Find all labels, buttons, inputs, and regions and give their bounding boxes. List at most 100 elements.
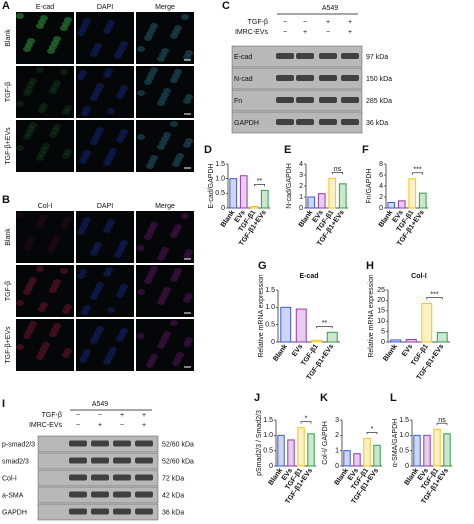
protein-label: GAPDH xyxy=(2,509,27,516)
cell xyxy=(90,95,98,101)
cell xyxy=(62,153,70,159)
cell xyxy=(38,306,46,312)
y-tick-label: 0 xyxy=(335,463,339,470)
y-axis-label: N-cad/GAPDH xyxy=(286,163,293,209)
row-label: TGF-β+EVs xyxy=(5,127,12,165)
cell xyxy=(38,218,46,224)
cell xyxy=(103,227,111,233)
cell xyxy=(62,352,70,358)
protein-label: smad2/3 xyxy=(2,458,29,465)
bar xyxy=(436,332,448,343)
cell xyxy=(64,105,72,111)
condition-sign: − xyxy=(98,412,102,419)
row-label: TGF-β+EVs xyxy=(5,326,12,364)
band xyxy=(296,75,314,81)
cell xyxy=(90,51,98,57)
y-tick-label: 5 xyxy=(381,328,385,335)
band-size: 285 kDa xyxy=(366,98,392,105)
y-tick-label: 2 xyxy=(299,183,303,190)
column-header: DAPI xyxy=(97,203,113,210)
band xyxy=(69,508,87,515)
cell xyxy=(60,268,68,274)
cell xyxy=(49,331,57,337)
cell xyxy=(40,214,48,220)
significance-label: ns xyxy=(334,166,342,173)
y-axis-label: Col-I/ GAPDH xyxy=(322,421,329,465)
band xyxy=(91,474,109,481)
bar xyxy=(338,183,347,209)
band xyxy=(135,508,153,515)
bar xyxy=(260,189,269,209)
panel-label: F xyxy=(362,144,369,156)
band xyxy=(296,119,314,125)
condition-sign: + xyxy=(303,29,307,36)
band xyxy=(69,491,87,498)
condition-sign: − xyxy=(120,422,124,429)
bar xyxy=(250,206,259,209)
cell xyxy=(51,128,59,134)
band xyxy=(341,97,359,103)
bar xyxy=(397,200,406,209)
panel-label: A xyxy=(2,0,10,12)
condition-label: TGF-β xyxy=(42,412,62,419)
y-tick-label: 20 xyxy=(377,297,385,304)
cell xyxy=(23,289,31,295)
band xyxy=(113,474,131,481)
bar xyxy=(390,339,402,343)
cell xyxy=(77,74,85,80)
y-axis-label: α-SMA/GAPDH xyxy=(392,419,399,467)
cell xyxy=(157,100,165,106)
cell xyxy=(137,134,145,140)
condition-sign: − xyxy=(283,29,287,36)
cell xyxy=(137,245,145,251)
cell xyxy=(157,144,165,150)
cell xyxy=(103,359,111,365)
panel-label: K xyxy=(320,392,328,404)
cell xyxy=(157,343,165,349)
cell-line: A549 xyxy=(92,401,108,408)
cell xyxy=(90,139,98,145)
cell xyxy=(144,35,152,41)
cell xyxy=(77,273,85,279)
column-header: E-cad xyxy=(36,4,54,11)
bar xyxy=(408,178,417,209)
y-axis-label: E-cad/GAPDH xyxy=(208,163,215,208)
panel-label: I xyxy=(2,398,5,410)
panel-label: B xyxy=(2,194,10,206)
x-tick-label: EVs xyxy=(291,343,304,358)
cell xyxy=(107,307,115,313)
cell xyxy=(25,241,33,247)
cell xyxy=(49,243,57,249)
band xyxy=(135,457,153,464)
cell xyxy=(137,333,145,339)
cell xyxy=(103,160,111,166)
cell xyxy=(77,229,85,235)
column-header: Merge xyxy=(155,203,175,210)
band xyxy=(341,119,359,125)
bar xyxy=(405,339,417,343)
cell xyxy=(157,299,165,305)
cell xyxy=(103,28,111,34)
column-header: Merge xyxy=(155,4,175,11)
cell xyxy=(53,80,61,86)
cell xyxy=(62,220,70,226)
y-tick-label: 1.0 xyxy=(263,432,273,439)
cell xyxy=(62,308,70,314)
protein-label: N-cad xyxy=(234,76,253,83)
chart-title: E-cad xyxy=(299,273,318,280)
bar xyxy=(239,175,248,209)
y-tick-label: 0.5 xyxy=(399,448,409,455)
cell xyxy=(172,360,180,366)
band xyxy=(91,508,109,515)
cell xyxy=(170,121,178,127)
y-tick-label: 3 xyxy=(335,417,339,424)
cell xyxy=(90,250,98,256)
cell xyxy=(23,134,31,140)
band xyxy=(296,97,314,103)
cell xyxy=(183,98,191,104)
bar xyxy=(297,427,305,467)
significance-label: ns xyxy=(438,417,446,424)
y-tick-label: 15 xyxy=(377,308,385,315)
cell xyxy=(53,124,61,130)
band-size: 97 kDa xyxy=(366,54,388,61)
